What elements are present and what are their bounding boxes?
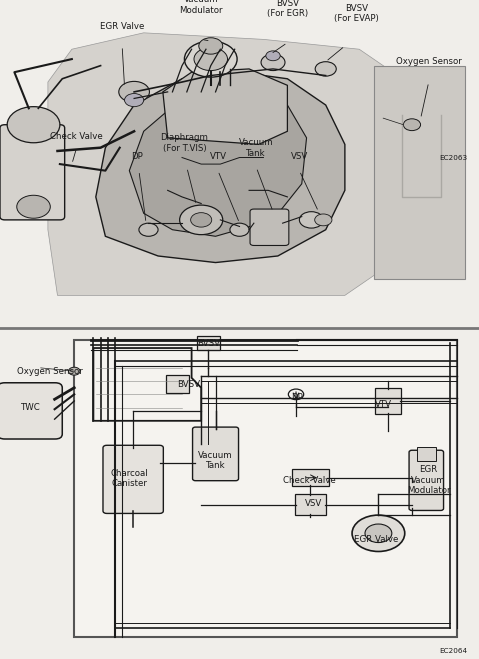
- Text: Oxygen Sensor: Oxygen Sensor: [396, 57, 462, 66]
- FancyBboxPatch shape: [0, 383, 62, 439]
- Polygon shape: [129, 92, 307, 237]
- Text: EGR Valve: EGR Valve: [354, 535, 398, 544]
- Text: DP: DP: [291, 393, 303, 402]
- Text: EC2064: EC2064: [439, 648, 467, 654]
- Circle shape: [194, 47, 228, 71]
- Circle shape: [17, 195, 50, 218]
- Text: EGR Valve: EGR Valve: [100, 22, 144, 31]
- Circle shape: [261, 54, 285, 71]
- FancyBboxPatch shape: [193, 427, 239, 480]
- Text: Check Valve: Check Valve: [283, 476, 335, 485]
- FancyBboxPatch shape: [103, 445, 163, 513]
- Circle shape: [68, 367, 80, 375]
- Text: BVSV: BVSV: [197, 339, 220, 347]
- Text: BVSV
(For EVAP): BVSV (For EVAP): [334, 3, 379, 23]
- Circle shape: [7, 107, 60, 143]
- Circle shape: [299, 212, 323, 228]
- Circle shape: [199, 38, 223, 54]
- Text: EC2063: EC2063: [439, 156, 467, 161]
- Polygon shape: [374, 66, 465, 279]
- FancyBboxPatch shape: [417, 447, 436, 461]
- Text: TWC: TWC: [21, 403, 41, 412]
- FancyBboxPatch shape: [295, 494, 326, 515]
- Text: BVSV: BVSV: [177, 380, 200, 389]
- Text: Check Valve: Check Valve: [50, 132, 103, 141]
- FancyBboxPatch shape: [409, 450, 444, 511]
- Polygon shape: [163, 69, 287, 144]
- FancyBboxPatch shape: [0, 125, 65, 220]
- FancyBboxPatch shape: [375, 388, 401, 414]
- Text: VTV: VTV: [209, 152, 227, 161]
- Circle shape: [139, 223, 158, 237]
- Circle shape: [315, 214, 332, 226]
- Text: BVSV
(For EGR): BVSV (For EGR): [267, 0, 308, 18]
- FancyBboxPatch shape: [250, 209, 289, 246]
- Circle shape: [365, 524, 392, 542]
- Circle shape: [125, 94, 144, 107]
- Text: VSV: VSV: [291, 152, 308, 161]
- Text: Vacuum
Tank: Vacuum Tank: [198, 451, 233, 471]
- Circle shape: [191, 213, 212, 227]
- Text: Diaphragm
(For T.VIS): Diaphragm (For T.VIS): [160, 133, 208, 153]
- Circle shape: [403, 119, 421, 130]
- FancyBboxPatch shape: [197, 336, 220, 351]
- Polygon shape: [96, 72, 345, 262]
- Circle shape: [230, 223, 249, 237]
- FancyBboxPatch shape: [292, 469, 329, 486]
- Text: DP: DP: [131, 152, 142, 161]
- Circle shape: [184, 41, 237, 77]
- Text: EGR
Vacuum
Modulator: EGR Vacuum Modulator: [407, 465, 450, 496]
- Bar: [74, 340, 457, 637]
- Circle shape: [119, 82, 149, 102]
- Text: Oxygen Sensor: Oxygen Sensor: [17, 366, 83, 376]
- FancyBboxPatch shape: [166, 376, 189, 393]
- Text: EGR
Vacuum
Modulator: EGR Vacuum Modulator: [180, 0, 223, 14]
- Text: Vacuum
Tank: Vacuum Tank: [239, 138, 274, 158]
- Circle shape: [315, 62, 336, 76]
- Circle shape: [352, 515, 405, 552]
- Circle shape: [266, 51, 280, 61]
- Text: Charcoal
Canister: Charcoal Canister: [111, 469, 148, 488]
- Text: VSV: VSV: [305, 499, 322, 508]
- Text: VTV: VTV: [375, 400, 392, 409]
- Circle shape: [180, 205, 223, 235]
- Polygon shape: [48, 33, 407, 295]
